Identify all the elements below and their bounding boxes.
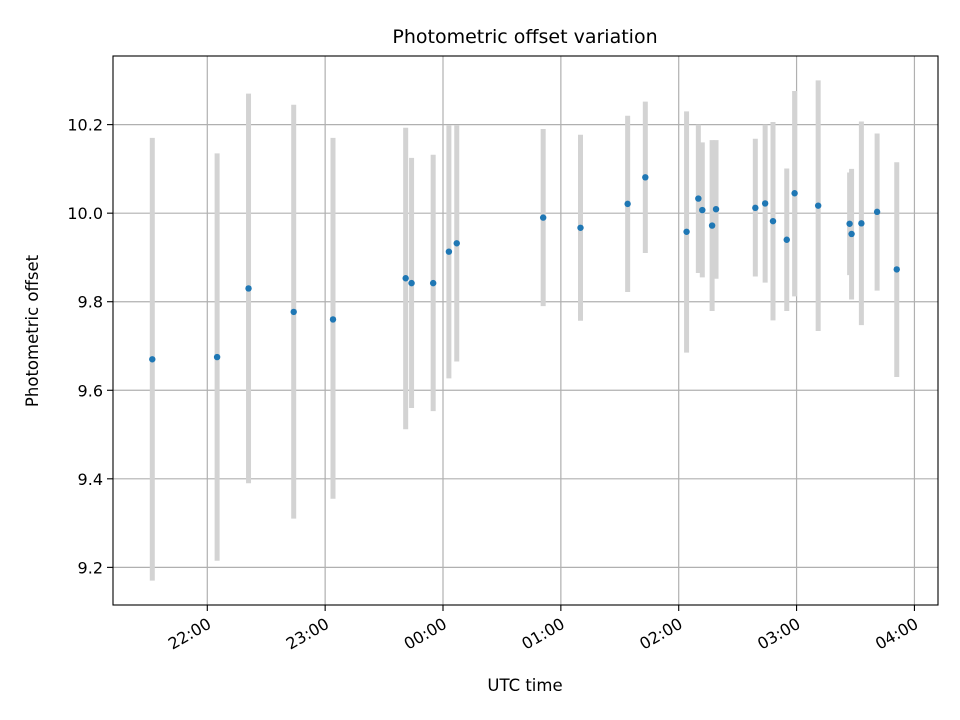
y-axis-label: Photometric offset <box>23 254 42 407</box>
data-point <box>858 220 865 227</box>
data-point <box>429 279 437 287</box>
data-point <box>712 205 720 213</box>
plot-frame <box>112 55 939 606</box>
data-point <box>453 240 460 247</box>
data-point <box>814 202 822 209</box>
data-point <box>761 200 769 207</box>
data-point <box>752 204 759 212</box>
data-point <box>848 230 855 238</box>
data-point <box>624 200 631 208</box>
data-point <box>577 224 584 231</box>
data-point <box>539 214 547 221</box>
data-point <box>329 316 337 323</box>
y-tick-label: 9.4 <box>78 470 103 489</box>
y-tick-label: 9.2 <box>78 558 103 577</box>
data-point <box>695 195 702 202</box>
data-point <box>408 279 415 287</box>
data-point <box>699 206 706 214</box>
chart-title: Photometric offset variation <box>392 26 657 48</box>
data-point <box>149 356 156 363</box>
data-point <box>873 208 881 216</box>
data-point <box>708 222 716 229</box>
data-point <box>769 217 777 225</box>
data-point <box>893 266 900 273</box>
data-point <box>402 275 409 282</box>
data-point <box>791 190 798 197</box>
data-point <box>245 285 252 292</box>
data-point <box>213 353 221 361</box>
y-tick-label: 9.6 <box>78 381 103 400</box>
data-point <box>683 228 690 235</box>
x-axis-label: UTC time <box>487 676 562 695</box>
data-point <box>783 236 790 243</box>
y-tick-label: 10.2 <box>67 116 103 135</box>
y-axis: 9.2 9.4 9.6 9.8 10.0 10.2 <box>67 116 113 577</box>
data-point <box>445 248 453 255</box>
data-point <box>290 308 297 316</box>
y-tick-label: 9.8 <box>78 293 103 312</box>
y-tick-label: 10.0 <box>67 204 103 223</box>
data-point <box>846 220 853 227</box>
data-points <box>149 174 900 363</box>
data-point <box>642 174 649 181</box>
